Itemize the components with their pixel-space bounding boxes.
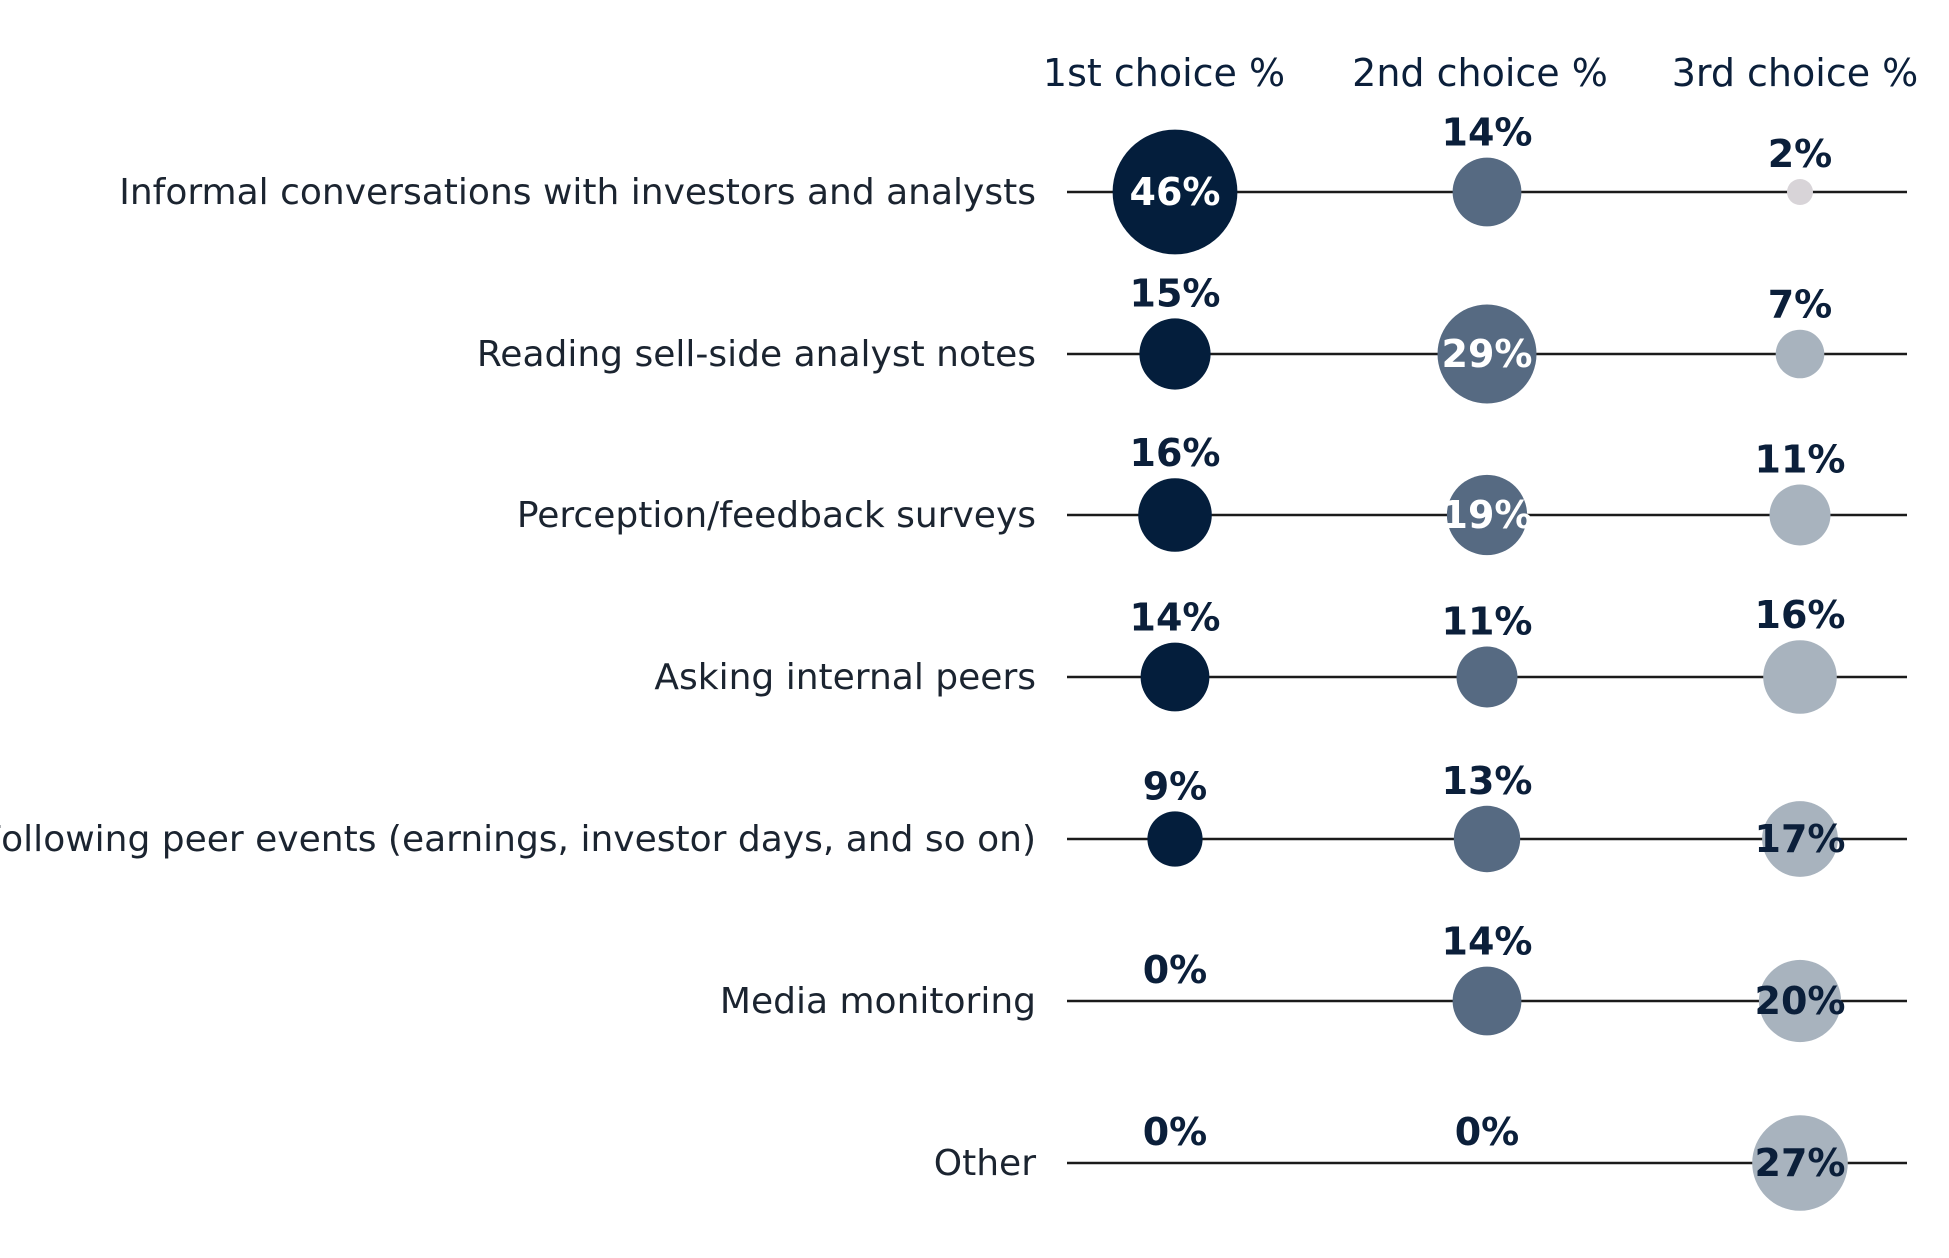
bubble: [1453, 805, 1521, 873]
chart-row: Reading sell-side analyst notes 15% 29% 7%: [477, 271, 1907, 404]
value-label: 11%: [1755, 438, 1846, 482]
row-label: Asking internal peers: [654, 657, 1036, 698]
value-label: 9%: [1143, 764, 1208, 808]
bubble: [1112, 129, 1238, 255]
value-label: 0%: [1143, 1110, 1208, 1154]
bubble: [1452, 157, 1522, 227]
bubble: [1763, 640, 1837, 714]
bubble: [1775, 329, 1825, 379]
column-header-3rd: 3rd choice %: [1672, 51, 1919, 95]
chart-row: Perception/feedback surveys 16% 19% 11%: [517, 431, 1907, 556]
chart-row: Asking internal peers 14% 11% 16%: [654, 593, 1907, 714]
value-label: 27%: [1755, 1141, 1846, 1185]
row-label: Perception/feedback surveys: [517, 495, 1036, 536]
chart-row: Other 0% 0% 27%: [934, 1110, 1907, 1211]
chart-row: Informal conversations with investors an…: [119, 111, 1907, 255]
value-label: 11%: [1442, 600, 1533, 644]
bubble: [1452, 966, 1522, 1036]
bubble: [1762, 801, 1838, 877]
bubble: [1147, 811, 1203, 867]
value-label: 13%: [1442, 759, 1533, 803]
value-label: 17%: [1755, 817, 1846, 861]
row-label: Media monitoring: [720, 981, 1036, 1022]
bubble: [1787, 179, 1813, 205]
row-label: Following peer events (earnings, investo…: [0, 819, 1036, 860]
bubble: [1140, 642, 1210, 712]
column-header-1st: 1st choice %: [1043, 51, 1285, 95]
value-label: 2%: [1768, 132, 1833, 176]
column-header-2nd: 2nd choice %: [1352, 51, 1608, 95]
value-label: 0%: [1143, 948, 1208, 992]
chart-row: Media monitoring 0% 14% 20%: [720, 920, 1907, 1043]
value-label: 46%: [1130, 170, 1221, 214]
value-label: 14%: [1130, 596, 1221, 640]
value-label: 0%: [1455, 1110, 1520, 1154]
chart-row: Following peer events (earnings, investo…: [0, 759, 1907, 877]
value-label: 7%: [1768, 283, 1833, 327]
row-label: Other: [934, 1143, 1036, 1184]
value-label: 20%: [1755, 979, 1846, 1023]
bubble: [1752, 1115, 1848, 1211]
column-headers: 1st choice % 2nd choice % 3rd choice %: [1043, 51, 1918, 95]
bubble: [1446, 474, 1528, 556]
value-label: 29%: [1442, 332, 1533, 376]
value-label: 19%: [1442, 493, 1533, 537]
bubble: [1769, 484, 1831, 546]
value-label: 16%: [1130, 431, 1221, 475]
bubble: [1138, 478, 1212, 552]
value-label: 16%: [1755, 593, 1846, 637]
bubble: [1758, 959, 1842, 1043]
value-label: 14%: [1442, 920, 1533, 964]
bubble: [1139, 318, 1211, 390]
value-label: 14%: [1442, 111, 1533, 155]
bubble: [1437, 304, 1537, 404]
row-label: Informal conversations with investors an…: [119, 172, 1036, 213]
value-label: 15%: [1130, 271, 1221, 315]
bubble: [1456, 646, 1518, 708]
row-label: Reading sell-side analyst notes: [477, 334, 1036, 375]
chart-rows: Informal conversations with investors an…: [0, 111, 1907, 1211]
